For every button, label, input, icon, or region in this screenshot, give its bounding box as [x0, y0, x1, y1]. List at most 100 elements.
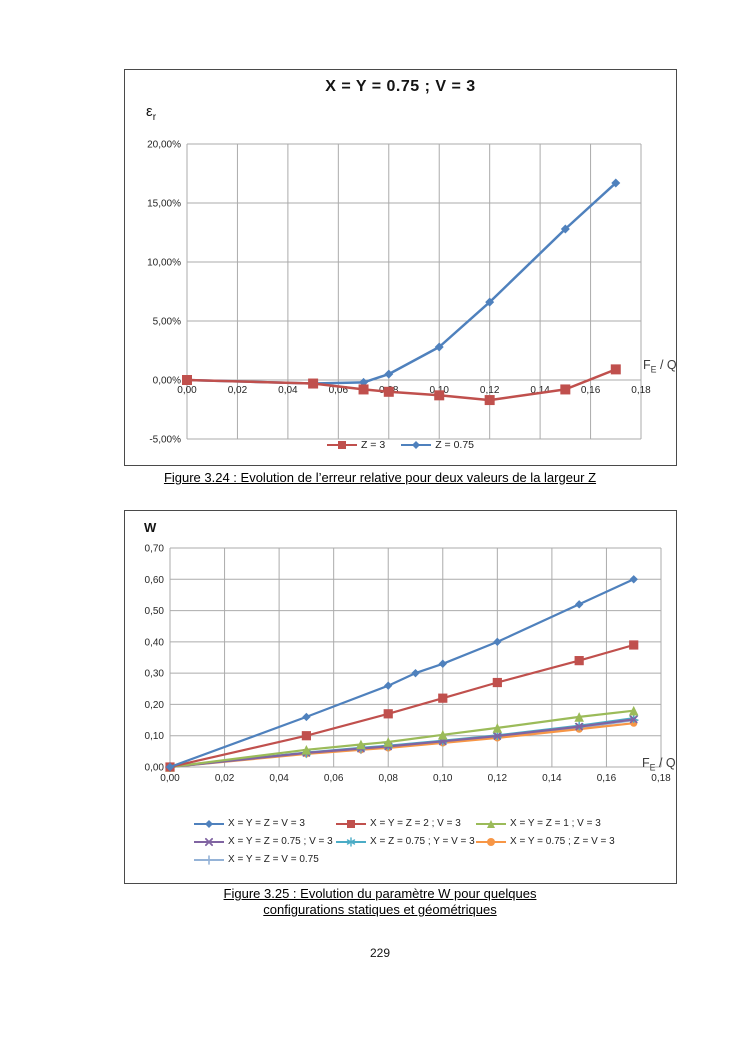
marker-square: [383, 709, 393, 719]
marker-x: [575, 722, 584, 731]
y-tick-label: 10,00%: [147, 258, 181, 269]
x-tick-label: 0,16: [597, 773, 617, 784]
marker-diamond: [411, 668, 420, 678]
marker-square: [574, 656, 584, 666]
caption-figure-3-24: Figure 3.24 : Evolution de l’erreur rela…: [163, 470, 597, 485]
chart2-x-axis-label: FE / Q: [642, 756, 676, 773]
x-tick-label: 0,10: [433, 773, 453, 784]
marker-square: [182, 375, 192, 385]
page-number: 229: [369, 946, 391, 960]
legend-marker-square: [326, 441, 357, 449]
marker-diamond: [205, 819, 213, 828]
marker-diamond: [485, 297, 495, 307]
y-tick-label: 0,60: [145, 575, 165, 586]
legend-label: X = Y = Z = 1 ; V = 3: [510, 818, 601, 829]
chart1-title: X = Y = 0.75 ; V = 3: [325, 78, 476, 95]
legend-marker-x: [194, 837, 224, 846]
marker-diamond: [574, 600, 584, 609]
legend-item: X = Y = Z = V = 0.75: [194, 854, 336, 865]
legend-label: X = Y = Z = 2 ; V = 3: [370, 818, 461, 829]
x-tick-label: 0,14: [542, 773, 562, 784]
marker-triangle: [301, 744, 312, 755]
series-line: [168, 718, 635, 769]
legend-label: Z = 0.75: [435, 439, 475, 451]
gridlines-and-ticks: 20,00% 15,00% 10,00% 5,00% 0,00% -5,00% 0,00 0,…: [147, 140, 651, 446]
marker-square: [560, 384, 571, 395]
chart-3-24-plot: 20,00% 15,00% 10,00% 5,00% 0,00% -5,00% 0,00 0,…: [147, 140, 651, 446]
chart1-x-axis-label: FE / Q: [643, 358, 677, 375]
marker-diamond: [629, 575, 638, 584]
y-tick-label: 0,00%: [153, 376, 181, 387]
y-tick-label: 20,00%: [147, 140, 181, 151]
marker-square: [438, 693, 448, 703]
y-tick-label: 0,50: [145, 606, 165, 617]
x-tick-label: 0,18: [651, 773, 671, 784]
legend-marker-square: [336, 819, 366, 828]
x-tick-label: 0,12: [488, 773, 508, 784]
legend-marker-triangle: [476, 819, 506, 828]
chart1-legend: Z = 3 Z = 0.75: [125, 439, 676, 451]
marker-triangle: [356, 739, 366, 750]
marker-square: [434, 390, 445, 401]
marker-diamond: [493, 637, 502, 647]
marker-diamond: [611, 178, 621, 188]
x-tick-label: 0,08: [378, 773, 398, 784]
legend-label: X = Y = Z = V = 3: [228, 818, 305, 829]
x-tick-label: 0,00: [177, 385, 197, 396]
marker-plus: [204, 854, 214, 865]
y-tick-label: 0,70: [145, 544, 165, 555]
chart2-y-axis-label: W: [144, 520, 157, 535]
marker-triangle: [383, 737, 394, 747]
legend-marker-plus: [194, 854, 224, 865]
series-diamond: [182, 178, 621, 389]
x-tick-label: 0,00: [160, 773, 180, 784]
marker-square: [308, 378, 319, 389]
x-tick-label: 0,02: [228, 385, 248, 396]
series-line: [168, 709, 635, 769]
y-tick-label: 0,40: [145, 637, 165, 648]
x-tick-label: 0,04: [269, 773, 289, 784]
marker-triangle: [574, 712, 584, 722]
marker-square: [358, 384, 369, 395]
marker-square: [610, 364, 621, 375]
marker-circle: [487, 837, 495, 846]
marker-x: [493, 732, 502, 740]
marker-diamond: [560, 224, 570, 234]
y-tick-label: 15,00%: [147, 199, 181, 210]
marker-triangle: [628, 705, 639, 716]
marker-square: [301, 731, 311, 741]
x-tick-label: 0,04: [278, 385, 298, 396]
marker-square: [629, 640, 639, 650]
legend-label: X = Y = 0.75 ; Z = V = 3: [510, 836, 615, 847]
marker-diamond: [302, 712, 311, 722]
legend-item: X = Y = Z = 0.75 ; V = 3: [194, 836, 336, 847]
x-tick-label: 0,16: [581, 385, 601, 396]
marker-asterisk: [346, 836, 356, 847]
marker-triangle: [487, 819, 495, 828]
x-tick-label: 0,06: [324, 773, 344, 784]
marker-square: [484, 395, 495, 406]
marker-diamond: [434, 342, 444, 352]
chart-3-25-plot: 0,70 0,60 0,50 0,40 0,30 0,20 0,10 0,000,00 0,02…: [145, 544, 672, 785]
y-tick-label: 5,00%: [153, 317, 181, 328]
legend-item: X = Y = 0.75 ; Z = V = 3: [476, 836, 615, 847]
legend-marker-diamond: [194, 819, 224, 828]
y-tick-label: 0,20: [145, 700, 165, 711]
marker-diamond: [165, 762, 175, 772]
legend-item: X = Y = Z = 1 ; V = 3: [476, 818, 615, 829]
caption-figure-3-25: Figure 3.25 : Evolution du paramètre W p…: [223, 886, 537, 917]
legend-label: X = Y = Z = V = 0.75: [228, 854, 319, 865]
x-tick-label: 0,12: [480, 385, 500, 396]
series-triangle: [165, 705, 639, 772]
marker-square: [337, 441, 346, 449]
marker-square: [347, 819, 355, 828]
legend-item: Z = 0.75: [401, 439, 474, 451]
y-tick-label: -5,00%: [149, 435, 181, 446]
x-tick-label: 0,02: [215, 773, 235, 784]
legend-marker-circle: [476, 837, 506, 846]
gridlines-and-ticks: 0,70 0,60 0,50 0,40 0,30 0,20 0,10 0,000,00 0,02…: [145, 544, 672, 785]
figure-3-24-frame: X = Y = 0.75 ; V = 3 εr 20,00% 15,00% 10,0…: [124, 69, 677, 466]
figure-3-25-frame: W 0,70 0,60 0,50 0,40 0,30 0,20 0,10 0,00 0,00 0,…: [124, 510, 677, 884]
y-tick-label: 0,10: [145, 731, 165, 742]
